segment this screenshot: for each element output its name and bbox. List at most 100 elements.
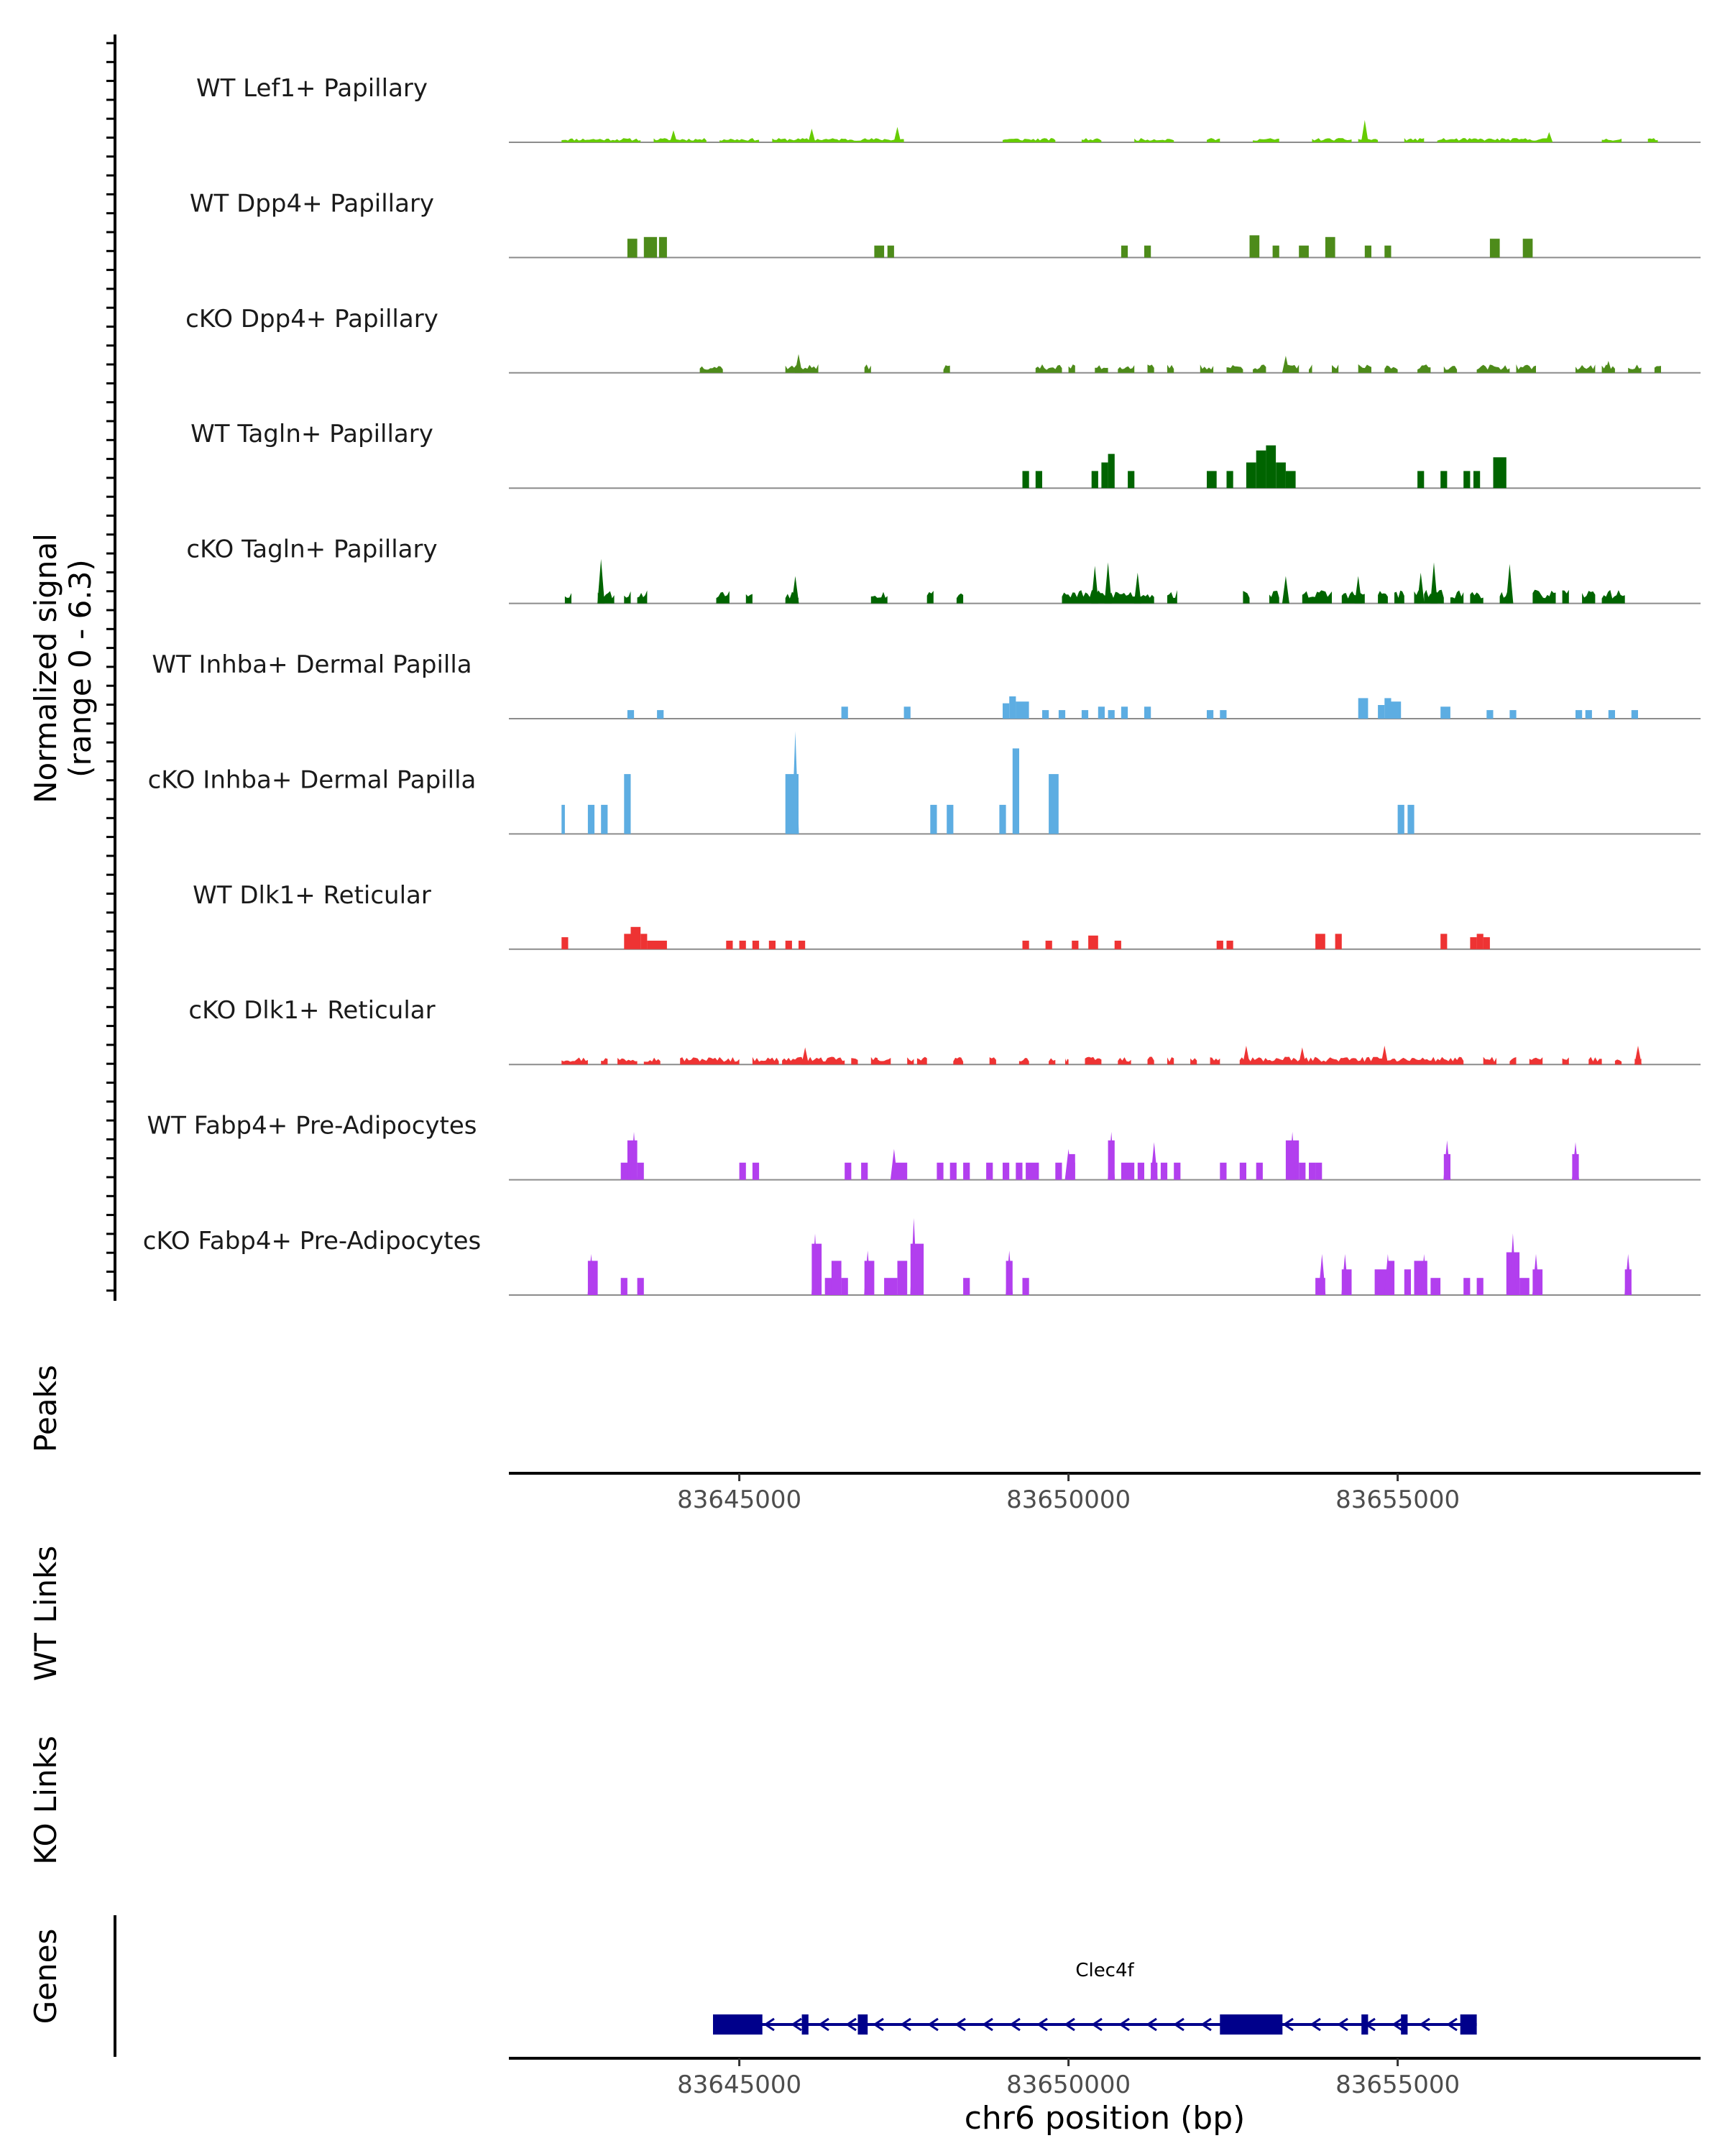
track-label: WT Dpp4+ Papillary <box>190 189 434 218</box>
y-axis-label-line1: Normalized signal <box>28 533 63 803</box>
signal-segment <box>907 1057 914 1065</box>
signal-segment <box>1404 138 1425 142</box>
signal-segment <box>1147 1056 1154 1065</box>
genes-label: Genes <box>28 1929 63 2024</box>
signal-peak <box>1006 1250 1013 1295</box>
signal-segment <box>870 1056 878 1065</box>
strand-arrow <box>1200 2017 1212 2032</box>
signal-segment <box>624 591 631 604</box>
signal-peak <box>1506 563 1514 604</box>
strand-arrow <box>1282 2017 1294 2032</box>
signal-block <box>630 926 641 949</box>
signal-block <box>1387 1261 1395 1295</box>
signal-block <box>624 774 631 834</box>
track-wt-dpp4-papillary: WT Dpp4+ Papillary <box>190 189 1701 259</box>
signal-segment <box>1167 590 1177 604</box>
x-tick-label: 83655000 <box>1335 2070 1460 2099</box>
signal-block <box>1309 1162 1316 1180</box>
signal-block <box>561 804 565 834</box>
signal-block <box>947 804 954 834</box>
signal-block <box>1391 701 1402 719</box>
peaks-label: Peaks <box>28 1365 63 1452</box>
strand-arrow <box>927 2017 939 2032</box>
signal-block <box>726 940 733 949</box>
strand-arrow <box>1392 2017 1403 2032</box>
strand-arrow <box>1446 2017 1458 2032</box>
signal-block <box>1272 245 1279 258</box>
signal-block <box>1220 1162 1227 1180</box>
signal-segment <box>1118 1057 1131 1065</box>
strand-arrow <box>1173 2017 1184 2032</box>
signal-block <box>1016 701 1029 719</box>
signal-peak <box>1545 132 1553 142</box>
signal-block <box>1026 1162 1039 1180</box>
signal-peak <box>801 1047 809 1065</box>
signal-block <box>1440 471 1448 489</box>
signal-segment <box>916 1056 927 1065</box>
signal-segment <box>680 1056 740 1065</box>
signal-segment <box>1332 364 1339 373</box>
signal-block <box>887 245 894 258</box>
gene-exon <box>1401 2014 1408 2035</box>
signal-block <box>1440 934 1448 949</box>
signal-segment <box>1302 590 1332 604</box>
signal-segment <box>1207 138 1220 142</box>
signal-block <box>1473 471 1481 489</box>
signal-peak <box>1354 576 1362 604</box>
signal-block <box>1022 471 1029 489</box>
track-label: cKO Tagln+ Papillary <box>186 535 437 564</box>
gene-exon <box>1361 2014 1368 2035</box>
peaks-x-axis: 83645000 83650000 83655000 <box>677 1473 1460 1514</box>
signal-segment <box>1654 366 1661 373</box>
signal-block <box>739 940 746 949</box>
strand-arrow <box>1337 2017 1348 2032</box>
signal-segment <box>1443 366 1458 373</box>
signal-block <box>1299 245 1309 258</box>
signal-block <box>1058 710 1066 719</box>
signal-segment <box>1167 1057 1174 1065</box>
signal-segment <box>1470 591 1484 604</box>
signal-block <box>893 1162 908 1180</box>
signal-peak <box>1133 572 1141 604</box>
signal-block <box>1407 804 1414 834</box>
signal-block <box>1003 703 1010 719</box>
x-tick-label: 83650000 <box>1006 1485 1131 1514</box>
signal-segment <box>1118 365 1135 373</box>
signal-block <box>1476 1278 1484 1295</box>
signal-block <box>739 1162 746 1180</box>
signal-segment <box>989 1057 996 1065</box>
signal-block <box>657 710 664 719</box>
signal-peak <box>1604 361 1612 373</box>
signal-segment <box>1068 364 1075 373</box>
track-wt-inhba-dermal-papilla: WT Inhba+ Dermal Papilla <box>152 650 1701 719</box>
signal-block <box>1022 940 1029 949</box>
x-tick-label: 83655000 <box>1335 1485 1460 1514</box>
signal-block <box>643 236 658 258</box>
signal-block <box>561 937 569 949</box>
signal-block <box>1335 934 1342 949</box>
signal-block <box>1144 245 1151 258</box>
strand-arrow <box>1310 2017 1321 2032</box>
signal-block <box>1463 471 1471 489</box>
signal-block <box>1608 710 1615 719</box>
signal-segment <box>1601 139 1622 142</box>
signal-segment <box>1065 1058 1069 1065</box>
signal-block <box>999 804 1006 834</box>
signal-segment <box>1003 138 1056 142</box>
signal-block <box>658 236 667 258</box>
strand-arrow <box>1118 2017 1130 2032</box>
signal-block <box>1055 1162 1062 1180</box>
signal-segment <box>1309 364 1312 373</box>
track-label: WT Dlk1+ Reticular <box>193 881 431 910</box>
signal-segment <box>1394 590 1404 604</box>
signal-segment <box>643 1057 661 1065</box>
signal-segment <box>1601 589 1625 604</box>
strand-arrow <box>954 2017 966 2032</box>
signal-segment <box>1476 364 1510 373</box>
signal-block <box>640 934 648 949</box>
signal-block <box>1012 748 1019 834</box>
signal-block <box>1378 705 1385 719</box>
signal-peak <box>1384 1253 1392 1295</box>
signal-block <box>1522 239 1533 258</box>
signal-block <box>624 934 631 949</box>
